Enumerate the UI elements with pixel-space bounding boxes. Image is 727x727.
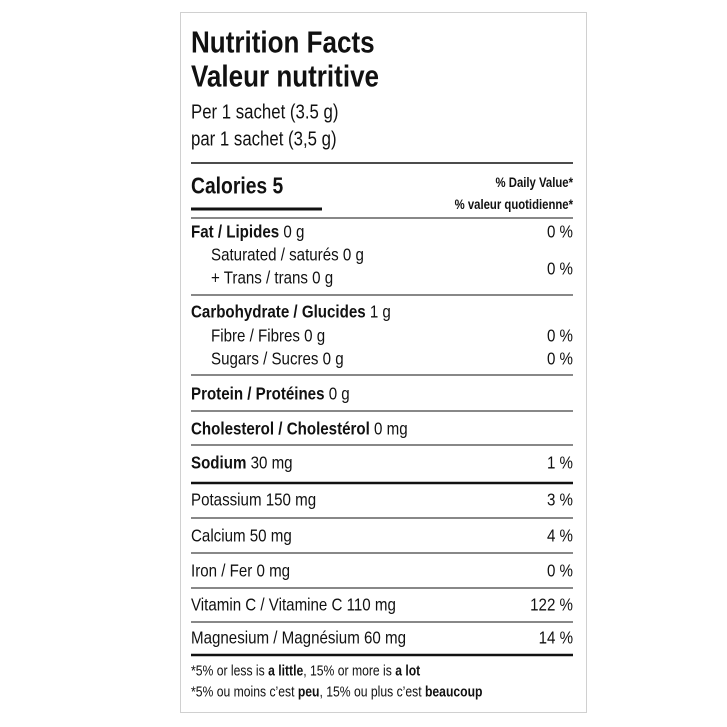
nutrient-name-part: Fat / Lipides xyxy=(191,222,279,243)
nutrient-name-part: 0 mg xyxy=(374,419,408,440)
title: Valeur nutritive xyxy=(191,59,379,94)
serving-part: Per 1 sachet (3.5 g) xyxy=(191,100,338,123)
nutrient-name: Fibre / Fibres 0 g xyxy=(211,326,325,347)
daily-value-heading-part: % valeur quotidienne* xyxy=(455,198,573,213)
footnote-part: peu xyxy=(298,683,320,699)
footnote-part: *5% ou moins c’est xyxy=(191,683,298,699)
serving: Per 1 sachet (3.5 g) xyxy=(191,100,338,123)
nutrient-dv-part: 0 % xyxy=(547,326,573,347)
vitamin-mineral-name-part: Iron / Fer 0 mg xyxy=(191,561,290,582)
nutrient-name: Sugars / Sucres 0 g xyxy=(211,349,344,370)
nutrient-dv: 0 % xyxy=(547,326,573,347)
nutrient-dv: 0 % xyxy=(547,349,573,370)
footnote-part: a lot xyxy=(395,662,421,678)
nutrient-name-part: 0 g xyxy=(283,222,304,243)
nutrient-name: Cholesterol / Cholestérol 0 mg xyxy=(191,419,408,440)
label-border xyxy=(180,12,587,713)
nutrient-dv: 1 % xyxy=(547,453,573,474)
vitamin-mineral-dv: 4 % xyxy=(547,526,573,547)
calories: Calories 5 xyxy=(191,174,283,199)
nutrient-name-part: Fibre / Fibres 0 g xyxy=(211,326,325,347)
vitamin-mineral-name: Potassium 150 mg xyxy=(191,490,316,511)
vitamin-mineral-dv: 122 % xyxy=(530,595,573,616)
vitamin-mineral-dv: 3 % xyxy=(547,490,573,511)
serving: par 1 sachet (3,5 g) xyxy=(191,127,337,150)
vitamin-mineral-name-part: Magnesium / Magnésium 60 mg xyxy=(191,628,406,649)
footnote-part: beaucoup xyxy=(425,683,482,699)
vitamin-mineral-dv: 0 % xyxy=(547,561,573,582)
vitamin-mineral-name: Magnesium / Magnésium 60 mg xyxy=(191,628,406,649)
nutrient-dv-part: 0 % xyxy=(547,349,573,370)
footnote-part: , 15% or more is xyxy=(303,662,395,678)
nutrient-name: Carbohydrate / Glucides 1 g xyxy=(191,302,391,323)
vitamin-mineral-name: Vitamin C / Vitamine C 110 mg xyxy=(191,595,396,616)
daily-value-heading: % Daily Value* xyxy=(496,176,574,191)
vitamin-mineral-dv-part: 0 % xyxy=(547,561,573,582)
daily-value-heading-part: % Daily Value* xyxy=(496,176,574,191)
daily-value-heading: % valeur quotidienne* xyxy=(455,198,573,213)
vitamin-mineral-name-part: Vitamin C / Vitamine C 110 mg xyxy=(191,595,396,616)
nutrient-dv: 0 % xyxy=(547,259,573,280)
vitamin-mineral-name: Calcium 50 mg xyxy=(191,526,292,547)
nutrient-name-part: 1 g xyxy=(370,302,391,323)
nutrient-name-part: Cholesterol / Cholestérol xyxy=(191,419,370,440)
nutrient-name-part: + Trans / trans 0 g xyxy=(211,268,333,289)
nutrient-name: Fat / Lipides 0 g xyxy=(191,222,304,243)
nutrient-dv-part: 0 % xyxy=(547,259,573,280)
footnote: *5% ou moins c’est peu, 15% ou plus c’es… xyxy=(191,683,482,699)
vitamin-mineral-name-part: Calcium 50 mg xyxy=(191,526,292,547)
nutrient-name-part: Saturated / saturés 0 g xyxy=(211,245,364,266)
nutrient-name-part: 30 mg xyxy=(251,453,293,474)
nutrient-dv-part: 1 % xyxy=(547,453,573,474)
vitamin-mineral-name: Iron / Fer 0 mg xyxy=(191,561,290,582)
footnote-part: *5% or less is xyxy=(191,662,268,678)
nutrient-dv: 0 % xyxy=(547,222,573,243)
nutrient-name-part: Carbohydrate / Glucides xyxy=(191,302,366,323)
vitamin-mineral-dv-part: 3 % xyxy=(547,490,573,511)
footnote-part: a little xyxy=(268,662,303,678)
footnote: *5% or less is a little, 15% or more is … xyxy=(191,662,421,678)
nutrient-name: + Trans / trans 0 g xyxy=(211,268,333,289)
serving-part: par 1 sachet (3,5 g) xyxy=(191,127,337,150)
nutrient-name-part: 0 g xyxy=(329,384,350,405)
footnote-part: , 15% ou plus c’est xyxy=(319,683,425,699)
nutrient-dv-part: 0 % xyxy=(547,222,573,243)
vitamin-mineral-dv-part: 122 % xyxy=(530,595,573,616)
calories-part: Calories 5 xyxy=(191,174,283,199)
nutrient-name-part: Protein / Protéines xyxy=(191,384,324,405)
vitamin-mineral-name-part: Potassium 150 mg xyxy=(191,490,316,511)
title: Nutrition Facts xyxy=(191,25,375,60)
vitamin-mineral-dv-part: 4 % xyxy=(547,526,573,547)
nutrient-name-part: Sodium xyxy=(191,453,246,474)
vitamin-mineral-dv: 14 % xyxy=(539,628,574,649)
nutrient-name: Protein / Protéines 0 g xyxy=(191,384,350,405)
vitamin-mineral-dv-part: 14 % xyxy=(539,628,574,649)
title-part: Nutrition Facts xyxy=(191,25,375,60)
nutrient-name: Saturated / saturés 0 g xyxy=(211,245,364,266)
title-part: Valeur nutritive xyxy=(191,59,379,94)
nutrient-name-part: Sugars / Sucres 0 g xyxy=(211,349,344,370)
nutrient-name: Sodium 30 mg xyxy=(191,453,293,474)
